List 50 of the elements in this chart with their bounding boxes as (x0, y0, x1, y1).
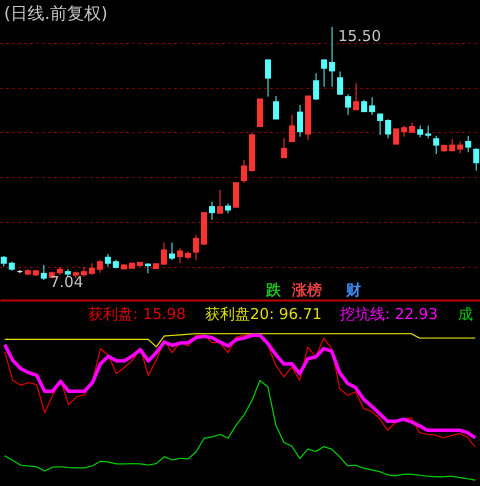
candlestick (409, 122, 416, 133)
candlestick (337, 70, 344, 96)
text: 挖坑线: 22.93 (340, 305, 438, 323)
annotation: 财 (345, 281, 361, 299)
candlestick (265, 59, 272, 98)
candlestick (96, 259, 103, 274)
candlestick (176, 248, 183, 264)
text: 获利盘20: 96.71 (205, 305, 322, 323)
candlestick (329, 26, 336, 88)
candlestick (369, 96, 376, 116)
candlestick (449, 138, 456, 152)
candlestick (433, 135, 440, 155)
candlestick (313, 72, 320, 100)
candlestick (168, 242, 175, 260)
candlestick (241, 160, 248, 184)
text: 获利盘: 15.98 (88, 305, 186, 323)
candlestick (192, 234, 199, 260)
candlestick (385, 118, 392, 139)
text: 成 (458, 305, 473, 323)
candlestick (40, 264, 47, 280)
candlestick (281, 138, 288, 158)
annotation: 7.04 (50, 272, 84, 291)
candlestick (465, 135, 472, 153)
candlestick (80, 266, 87, 278)
annotation: 涨榜 (291, 281, 322, 299)
candlestick (289, 114, 296, 142)
candlestick (321, 59, 328, 88)
candlestick (224, 202, 231, 214)
candlestick (273, 96, 280, 120)
candlestick (417, 125, 424, 138)
candlestick (88, 262, 95, 276)
annotation: 跌 (265, 281, 282, 299)
candlestick (401, 125, 408, 138)
chart-title: (日线.前复权) (4, 4, 108, 24)
candlestick (104, 253, 111, 268)
candlestick (425, 125, 432, 139)
candlestick (377, 113, 384, 136)
candlestick (345, 94, 352, 116)
candlestick (208, 201, 215, 220)
candlestick (393, 128, 400, 145)
candlestick (297, 104, 304, 138)
candlestick (353, 82, 360, 110)
candlestick (0, 256, 7, 267)
candlestick (216, 189, 223, 214)
candlestick (160, 242, 167, 266)
candlestick (361, 99, 368, 112)
annotation: 15.50 (338, 26, 382, 45)
candlestick (473, 148, 480, 171)
candlestick (457, 140, 464, 154)
candlestick (144, 262, 151, 274)
